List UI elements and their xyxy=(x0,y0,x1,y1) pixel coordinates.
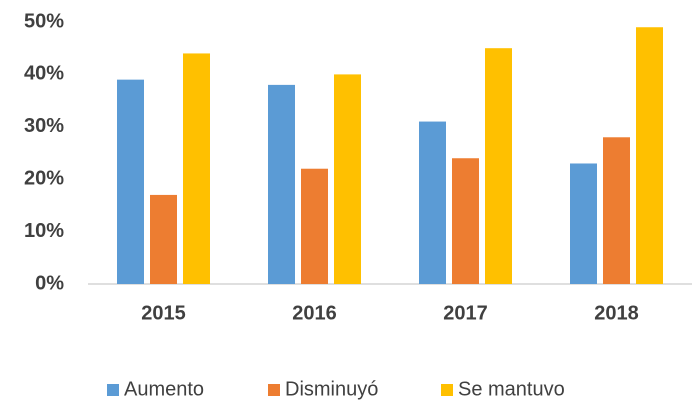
bar xyxy=(485,48,512,285)
legend-label: Se mantuvo xyxy=(458,378,565,400)
bar xyxy=(183,53,210,284)
bar xyxy=(419,121,446,284)
bar xyxy=(570,163,597,284)
legend-swatch xyxy=(107,384,119,396)
y-tick-label: 20% xyxy=(24,167,64,189)
bar xyxy=(268,84,295,284)
bar xyxy=(603,137,630,284)
x-tick-label: 2016 xyxy=(292,302,337,324)
legend-label: Disminuyó xyxy=(285,378,378,400)
bar xyxy=(301,168,328,284)
legend-swatch xyxy=(441,384,453,396)
x-tick-label: 2015 xyxy=(141,302,186,324)
y-tick-label: 50% xyxy=(24,10,64,32)
legend-swatch xyxy=(268,384,280,396)
bar xyxy=(452,158,479,284)
bar xyxy=(150,194,177,284)
bar xyxy=(636,27,663,285)
x-tick-label: 2018 xyxy=(594,302,639,324)
x-tick-label: 2017 xyxy=(443,302,488,324)
y-tick-label: 0% xyxy=(35,272,64,294)
bar xyxy=(334,74,361,285)
y-tick-label: 40% xyxy=(24,63,64,85)
y-tick-label: 30% xyxy=(24,115,64,137)
bar xyxy=(117,79,144,284)
legend-label: Aumento xyxy=(124,378,204,400)
y-tick-label: 10% xyxy=(24,220,64,242)
